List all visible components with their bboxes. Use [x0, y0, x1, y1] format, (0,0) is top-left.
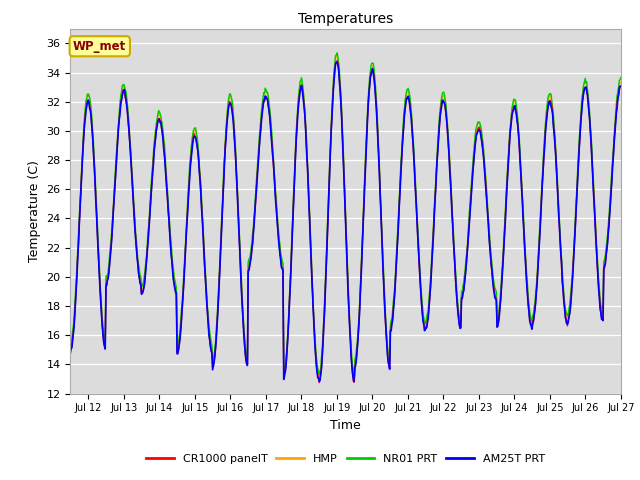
AM25T PRT — [301, 118, 309, 124]
NR01 PRT — [463, 250, 470, 256]
Line: AM25T PRT: AM25T PRT — [70, 62, 621, 382]
NR01 PRT — [333, 50, 341, 56]
NR01 PRT — [350, 372, 358, 377]
NR01 PRT — [322, 263, 330, 269]
NR01 PRT — [301, 114, 309, 120]
HMP — [350, 374, 358, 380]
Line: NR01 PRT: NR01 PRT — [70, 53, 621, 374]
NR01 PRT — [68, 327, 76, 333]
CR1000 panelT — [476, 127, 484, 133]
CR1000 panelT — [67, 347, 74, 352]
AM25T PRT — [322, 270, 330, 276]
NR01 PRT — [476, 120, 484, 126]
AM25T PRT — [67, 350, 74, 356]
AM25T PRT — [333, 59, 341, 65]
HMP — [333, 52, 341, 58]
HMP — [476, 122, 484, 128]
X-axis label: Time: Time — [330, 419, 361, 432]
HMP — [617, 80, 625, 85]
CR1000 panelT — [301, 120, 309, 126]
HMP — [463, 251, 470, 257]
HMP — [68, 333, 76, 339]
Title: Temperatures: Temperatures — [298, 12, 393, 26]
NR01 PRT — [617, 74, 625, 80]
Y-axis label: Temperature (C): Temperature (C) — [28, 160, 41, 262]
CR1000 panelT — [143, 247, 151, 252]
CR1000 panelT — [617, 83, 625, 88]
Line: HMP: HMP — [70, 55, 621, 377]
HMP — [322, 266, 330, 272]
NR01 PRT — [143, 239, 151, 244]
HMP — [301, 118, 309, 123]
HMP — [143, 242, 151, 248]
AM25T PRT — [617, 84, 625, 89]
HMP — [67, 341, 74, 347]
AM25T PRT — [476, 129, 484, 134]
AM25T PRT — [68, 337, 76, 343]
Text: WP_met: WP_met — [73, 40, 127, 53]
CR1000 panelT — [463, 256, 470, 262]
CR1000 panelT — [333, 58, 341, 63]
AM25T PRT — [350, 379, 358, 384]
Line: CR1000 panelT: CR1000 panelT — [70, 60, 621, 383]
CR1000 panelT — [316, 380, 323, 385]
AM25T PRT — [463, 256, 470, 262]
NR01 PRT — [67, 341, 74, 347]
CR1000 panelT — [323, 252, 330, 258]
AM25T PRT — [143, 246, 151, 252]
Legend: CR1000 panelT, HMP, NR01 PRT, AM25T PRT: CR1000 panelT, HMP, NR01 PRT, AM25T PRT — [141, 449, 550, 468]
CR1000 panelT — [68, 336, 76, 341]
